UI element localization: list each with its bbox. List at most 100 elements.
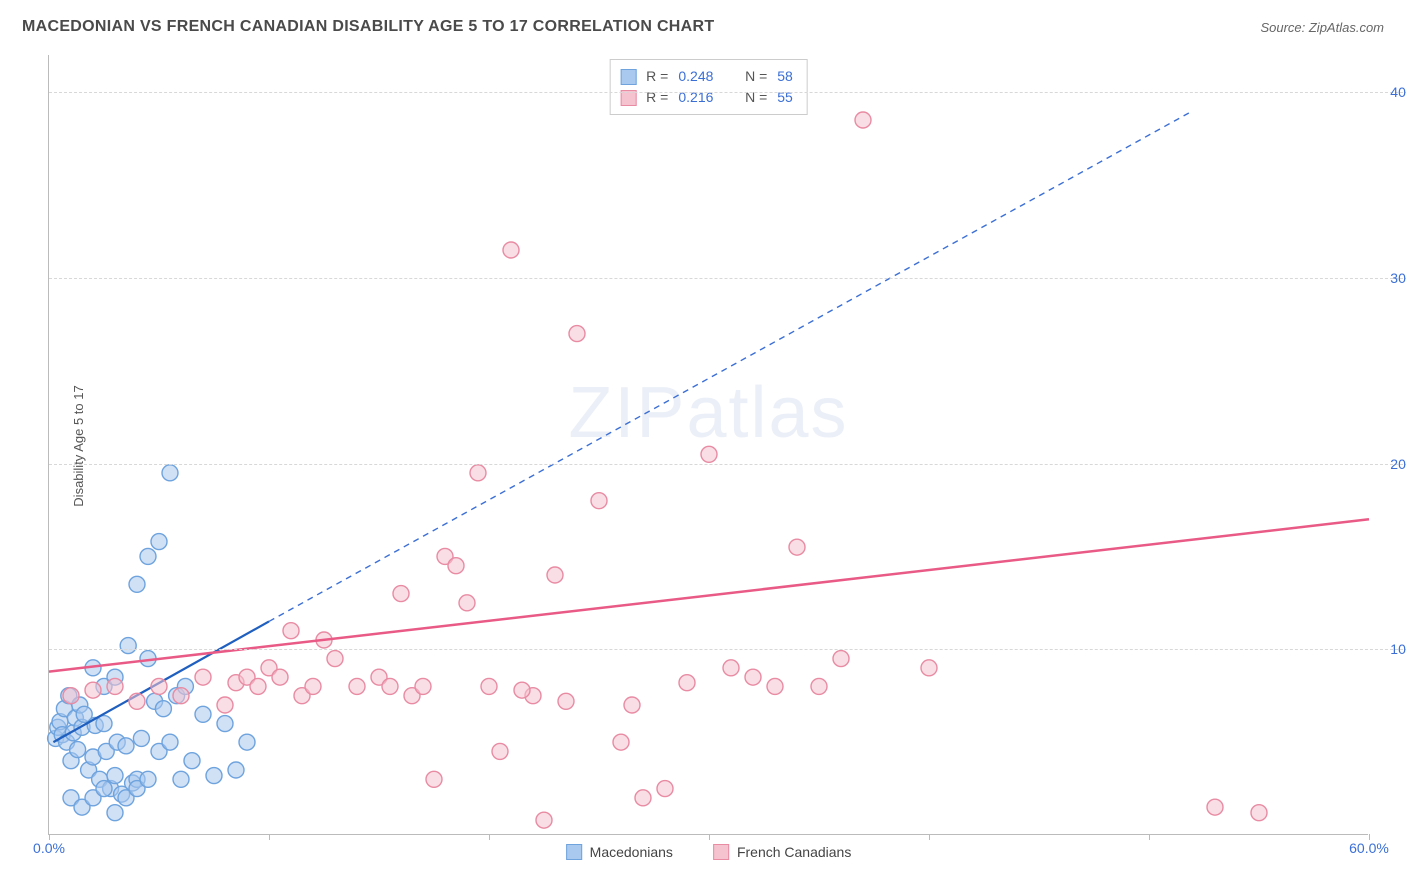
- data-point: [1207, 799, 1223, 815]
- stats-legend-box: R = 0.248 N = 58R = 0.216 N = 55: [609, 59, 808, 115]
- data-point: [250, 678, 266, 694]
- stats-key: N =: [745, 87, 767, 108]
- y-tick-label: 10.0%: [1390, 641, 1406, 657]
- data-point: [921, 660, 937, 676]
- legend-swatch: [713, 844, 729, 860]
- data-point: [470, 465, 486, 481]
- data-point: [195, 669, 211, 685]
- data-point: [536, 812, 552, 828]
- data-point: [635, 790, 651, 806]
- data-point: [133, 730, 149, 746]
- legend-label: Macedonians: [590, 844, 673, 860]
- data-point: [107, 768, 123, 784]
- data-point: [448, 558, 464, 574]
- data-point: [481, 678, 497, 694]
- scatter-plot: ZIPatlas R = 0.248 N = 58R = 0.216 N = 5…: [48, 55, 1368, 835]
- legend-swatch: [620, 69, 636, 85]
- data-point: [459, 595, 475, 611]
- stats-value: 55: [777, 87, 793, 108]
- chart-title: MACEDONIAN VS FRENCH CANADIAN DISABILITY…: [22, 18, 714, 36]
- data-point: [382, 678, 398, 694]
- chart-header: MACEDONIAN VS FRENCH CANADIAN DISABILITY…: [22, 18, 1384, 36]
- y-tick-label: 20.0%: [1390, 456, 1406, 472]
- data-point: [63, 688, 79, 704]
- gridline: [49, 649, 1406, 650]
- data-point: [679, 675, 695, 691]
- data-point: [217, 697, 233, 713]
- x-tick-mark: [1149, 834, 1150, 840]
- data-point: [415, 678, 431, 694]
- data-point: [272, 669, 288, 685]
- gridline: [49, 464, 1406, 465]
- data-point: [96, 781, 112, 797]
- data-point: [283, 623, 299, 639]
- data-point: [107, 805, 123, 821]
- data-point: [155, 701, 171, 717]
- x-tick-label: 60.0%: [1349, 840, 1389, 856]
- trend-line-extension: [269, 111, 1193, 622]
- data-point: [239, 734, 255, 750]
- legend-swatch: [566, 844, 582, 860]
- stats-key: R =: [646, 66, 668, 87]
- data-point: [393, 586, 409, 602]
- data-point: [129, 576, 145, 592]
- data-point: [173, 771, 189, 787]
- data-point: [118, 738, 134, 754]
- data-point: [657, 781, 673, 797]
- x-tick-label: 0.0%: [33, 840, 65, 856]
- data-point: [217, 716, 233, 732]
- data-point: [547, 567, 563, 583]
- stats-value: 0.248: [678, 66, 713, 87]
- data-point: [701, 446, 717, 462]
- data-point: [558, 693, 574, 709]
- data-point: [855, 112, 871, 128]
- y-tick-label: 40.0%: [1390, 84, 1406, 100]
- data-point: [811, 678, 827, 694]
- stats-value: 0.216: [678, 87, 713, 108]
- data-point: [70, 742, 86, 758]
- data-point: [349, 678, 365, 694]
- data-point: [162, 734, 178, 750]
- x-tick-mark: [929, 834, 930, 840]
- data-point: [591, 493, 607, 509]
- data-point: [206, 768, 222, 784]
- data-point: [767, 678, 783, 694]
- chart-source: Source: ZipAtlas.com: [1260, 20, 1384, 35]
- legend-item: Macedonians: [566, 844, 673, 860]
- y-tick-label: 30.0%: [1390, 270, 1406, 286]
- x-tick-mark: [489, 834, 490, 840]
- data-point: [151, 534, 167, 550]
- gridline: [49, 278, 1406, 279]
- stats-key: N =: [745, 66, 767, 87]
- data-point: [327, 651, 343, 667]
- data-point: [492, 743, 508, 759]
- x-tick-mark: [709, 834, 710, 840]
- x-tick-mark: [269, 834, 270, 840]
- plot-svg: [49, 55, 1369, 835]
- data-point: [151, 678, 167, 694]
- gridline: [49, 92, 1406, 93]
- data-point: [140, 548, 156, 564]
- data-point: [503, 242, 519, 258]
- data-point: [107, 678, 123, 694]
- series-legend: Macedonians French Canadians: [566, 844, 852, 860]
- data-point: [184, 753, 200, 769]
- data-point: [195, 706, 211, 722]
- legend-item: French Canadians: [713, 844, 851, 860]
- data-point: [745, 669, 761, 685]
- stats-row: R = 0.216 N = 55: [620, 87, 793, 108]
- data-point: [129, 693, 145, 709]
- stats-key: R =: [646, 87, 668, 108]
- data-point: [613, 734, 629, 750]
- data-point: [173, 688, 189, 704]
- data-point: [833, 651, 849, 667]
- data-point: [723, 660, 739, 676]
- data-point: [514, 682, 530, 698]
- stats-row: R = 0.248 N = 58: [620, 66, 793, 87]
- data-point: [162, 465, 178, 481]
- data-point: [789, 539, 805, 555]
- data-point: [624, 697, 640, 713]
- data-point: [140, 771, 156, 787]
- data-point: [120, 638, 136, 654]
- data-point: [1251, 805, 1267, 821]
